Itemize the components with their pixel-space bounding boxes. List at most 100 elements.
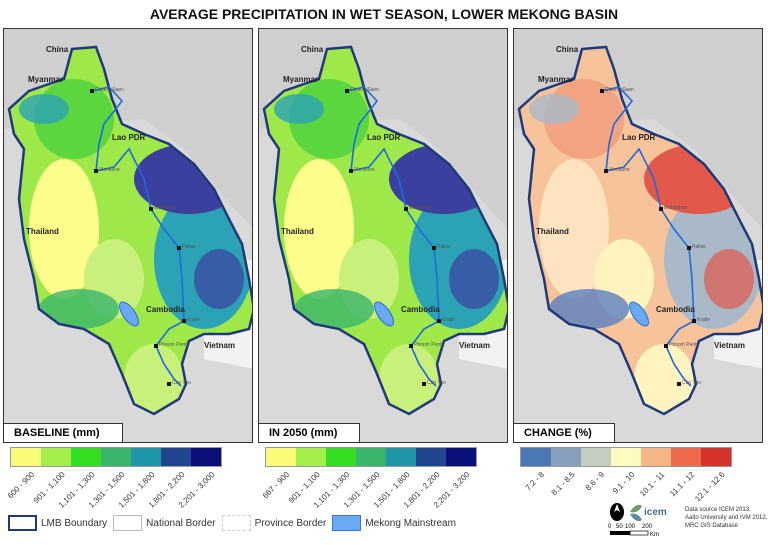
legend-1 — [265, 447, 477, 467]
map-panel-2: China Myanmar Lao PDR Thailand Cambodia Vietn… — [513, 28, 763, 443]
city-label: Pakse — [437, 244, 451, 250]
north-arrow-icon: icem 0 50 100 200 Km — [608, 503, 667, 538]
key-item: Province Border — [221, 515, 326, 531]
data-source: Data source ICEM 2013, Aalto University a… — [685, 507, 768, 529]
country-label: Myanmar — [28, 75, 64, 84]
city-label: Can Tho — [172, 380, 192, 386]
country-label: China — [301, 45, 324, 54]
tonle-sap-lake — [374, 301, 394, 327]
legend-swatch — [41, 448, 71, 466]
city-marker — [604, 169, 608, 173]
legend-swatch — [161, 448, 191, 466]
city-marker — [432, 246, 436, 250]
city-label: Vientiane — [609, 167, 630, 173]
legend-label: 9.1 - 10 — [610, 470, 637, 496]
legend-swatch — [581, 448, 611, 466]
legend-swatch — [296, 448, 326, 466]
legend-label: 667 - 900 — [261, 470, 292, 501]
legend-swatch — [326, 448, 356, 466]
lmb-boundary — [262, 45, 507, 416]
legend-label: 11.1 - 12 — [668, 470, 697, 499]
country-label: Lao PDR — [367, 133, 401, 142]
city-label: Mukdahan — [154, 205, 178, 211]
city-label: Kratie — [697, 317, 711, 323]
panel-label: BASELINE (mm) — [4, 423, 123, 442]
legend-swatch — [386, 448, 416, 466]
city-marker — [345, 89, 349, 93]
city-label: Chiang Saen — [605, 87, 634, 93]
legend-swatch — [11, 448, 41, 466]
legend-swatch — [701, 448, 731, 466]
legend-swatch — [131, 448, 161, 466]
tonle-sap-lake — [119, 301, 139, 327]
country-label: Myanmar — [538, 75, 574, 84]
legend-swatch — [416, 448, 446, 466]
city-label: Mukdahan — [664, 205, 688, 211]
legend-swatch — [101, 448, 131, 466]
city-label: Mukdahan — [409, 205, 433, 211]
country-label: Cambodia — [656, 305, 695, 314]
city-marker — [687, 246, 691, 250]
legend-swatch — [356, 448, 386, 466]
legend-2 — [520, 447, 732, 467]
panel-label: CHANGE (%) — [514, 423, 615, 442]
legend-label: 600 - 900 — [6, 470, 37, 501]
city-label: Kratie — [187, 317, 201, 323]
key-item: National Border — [113, 515, 216, 531]
country-label: Vietnam — [204, 341, 235, 350]
key-swatch — [113, 515, 143, 531]
legend-label: 10.1 - 11 — [638, 470, 667, 499]
svg-text:50: 50 — [616, 524, 623, 530]
legend-swatch — [551, 448, 581, 466]
city-label: Pakse — [182, 244, 196, 250]
logo-area: icem 0 50 100 200 Km — [608, 500, 683, 540]
key-item: LMB Boundary — [8, 515, 107, 531]
panel-label: IN 2050 (mm) — [259, 423, 361, 442]
city-marker — [94, 169, 98, 173]
legend-swatch — [446, 448, 476, 466]
country-label: Lao PDR — [622, 133, 656, 142]
svg-text:200: 200 — [642, 524, 653, 530]
legend-swatch — [71, 448, 101, 466]
city-marker — [154, 344, 158, 348]
svg-text:Km: Km — [650, 532, 659, 538]
city-label: Vientiane — [354, 167, 375, 173]
city-marker — [167, 382, 171, 386]
country-label: China — [556, 45, 579, 54]
tonle-sap-lake — [629, 301, 649, 327]
city-marker — [404, 207, 408, 211]
country-label: Thailand — [281, 227, 314, 236]
city-marker — [90, 89, 94, 93]
country-label: Vietnam — [714, 341, 745, 350]
city-label: Phnom Penh — [669, 342, 698, 348]
city-marker — [177, 246, 181, 250]
logo-text: icem — [644, 507, 667, 518]
key-item: Mekong Mainstream — [332, 515, 456, 531]
city-marker — [422, 382, 426, 386]
legend-label: 8.1 - 8.5 — [549, 470, 577, 498]
country-label: Cambodia — [401, 305, 440, 314]
city-marker — [659, 207, 663, 211]
key-swatch — [221, 515, 251, 531]
legend-label: 8.6 - 9 — [583, 470, 607, 493]
city-marker — [149, 207, 153, 211]
city-marker — [664, 344, 668, 348]
city-label: Vientiane — [99, 167, 120, 173]
map-panel-1: China Myanmar Lao PDR Thailand Cambodia Vietn… — [258, 28, 508, 443]
country-label: Vietnam — [459, 341, 490, 350]
legend-label: 12.1 - 12.6 — [692, 470, 727, 504]
country-label: Thailand — [536, 227, 569, 236]
city-label: Pakse — [692, 244, 706, 250]
city-marker — [409, 344, 413, 348]
city-marker — [349, 169, 353, 173]
key-swatch — [8, 515, 37, 531]
city-label: Kratie — [442, 317, 456, 323]
svg-text:0: 0 — [608, 524, 612, 530]
map-title: AVERAGE PRECIPITATION IN WET SEASON, LOW… — [149, 6, 619, 22]
lmb-boundary — [517, 45, 762, 416]
city-marker — [437, 319, 441, 323]
country-label: Lao PDR — [112, 133, 146, 142]
country-label: China — [46, 45, 69, 54]
svg-text:100: 100 — [625, 524, 636, 530]
city-label: Chiang Saen — [95, 87, 124, 93]
